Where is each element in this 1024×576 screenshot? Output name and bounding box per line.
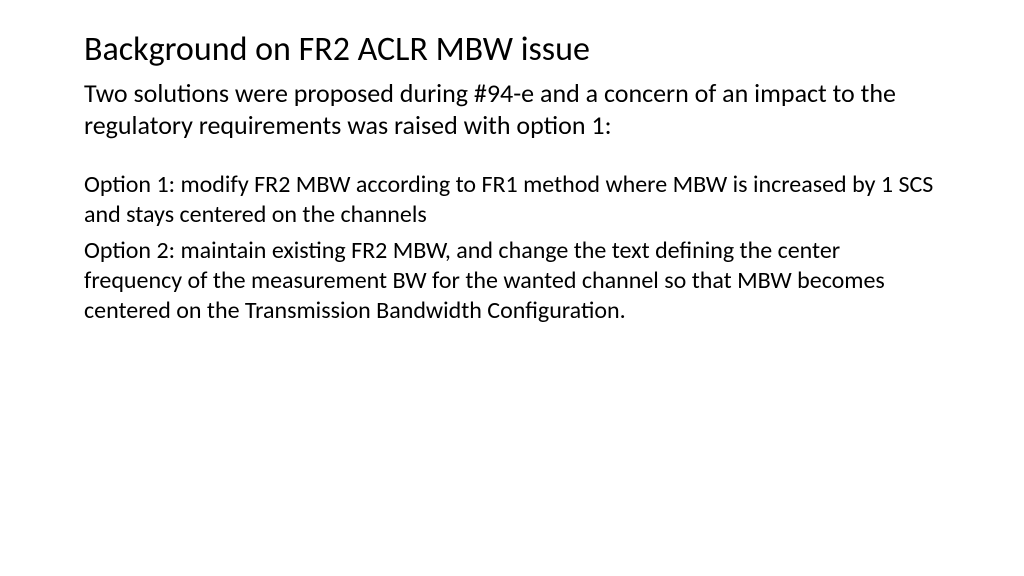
option-1-text: Option 1: modify FR2 MBW according to FR…	[84, 170, 940, 230]
slide: Background on FR2 ACLR MBW issue Two sol…	[0, 0, 1024, 576]
slide-title: Background on FR2 ACLR MBW issue	[84, 30, 940, 71]
option-2-text: Option 2: maintain existing FR2 MBW, and…	[84, 236, 940, 326]
intro-paragraph: Two solutions were proposed during #94-e…	[84, 77, 940, 142]
